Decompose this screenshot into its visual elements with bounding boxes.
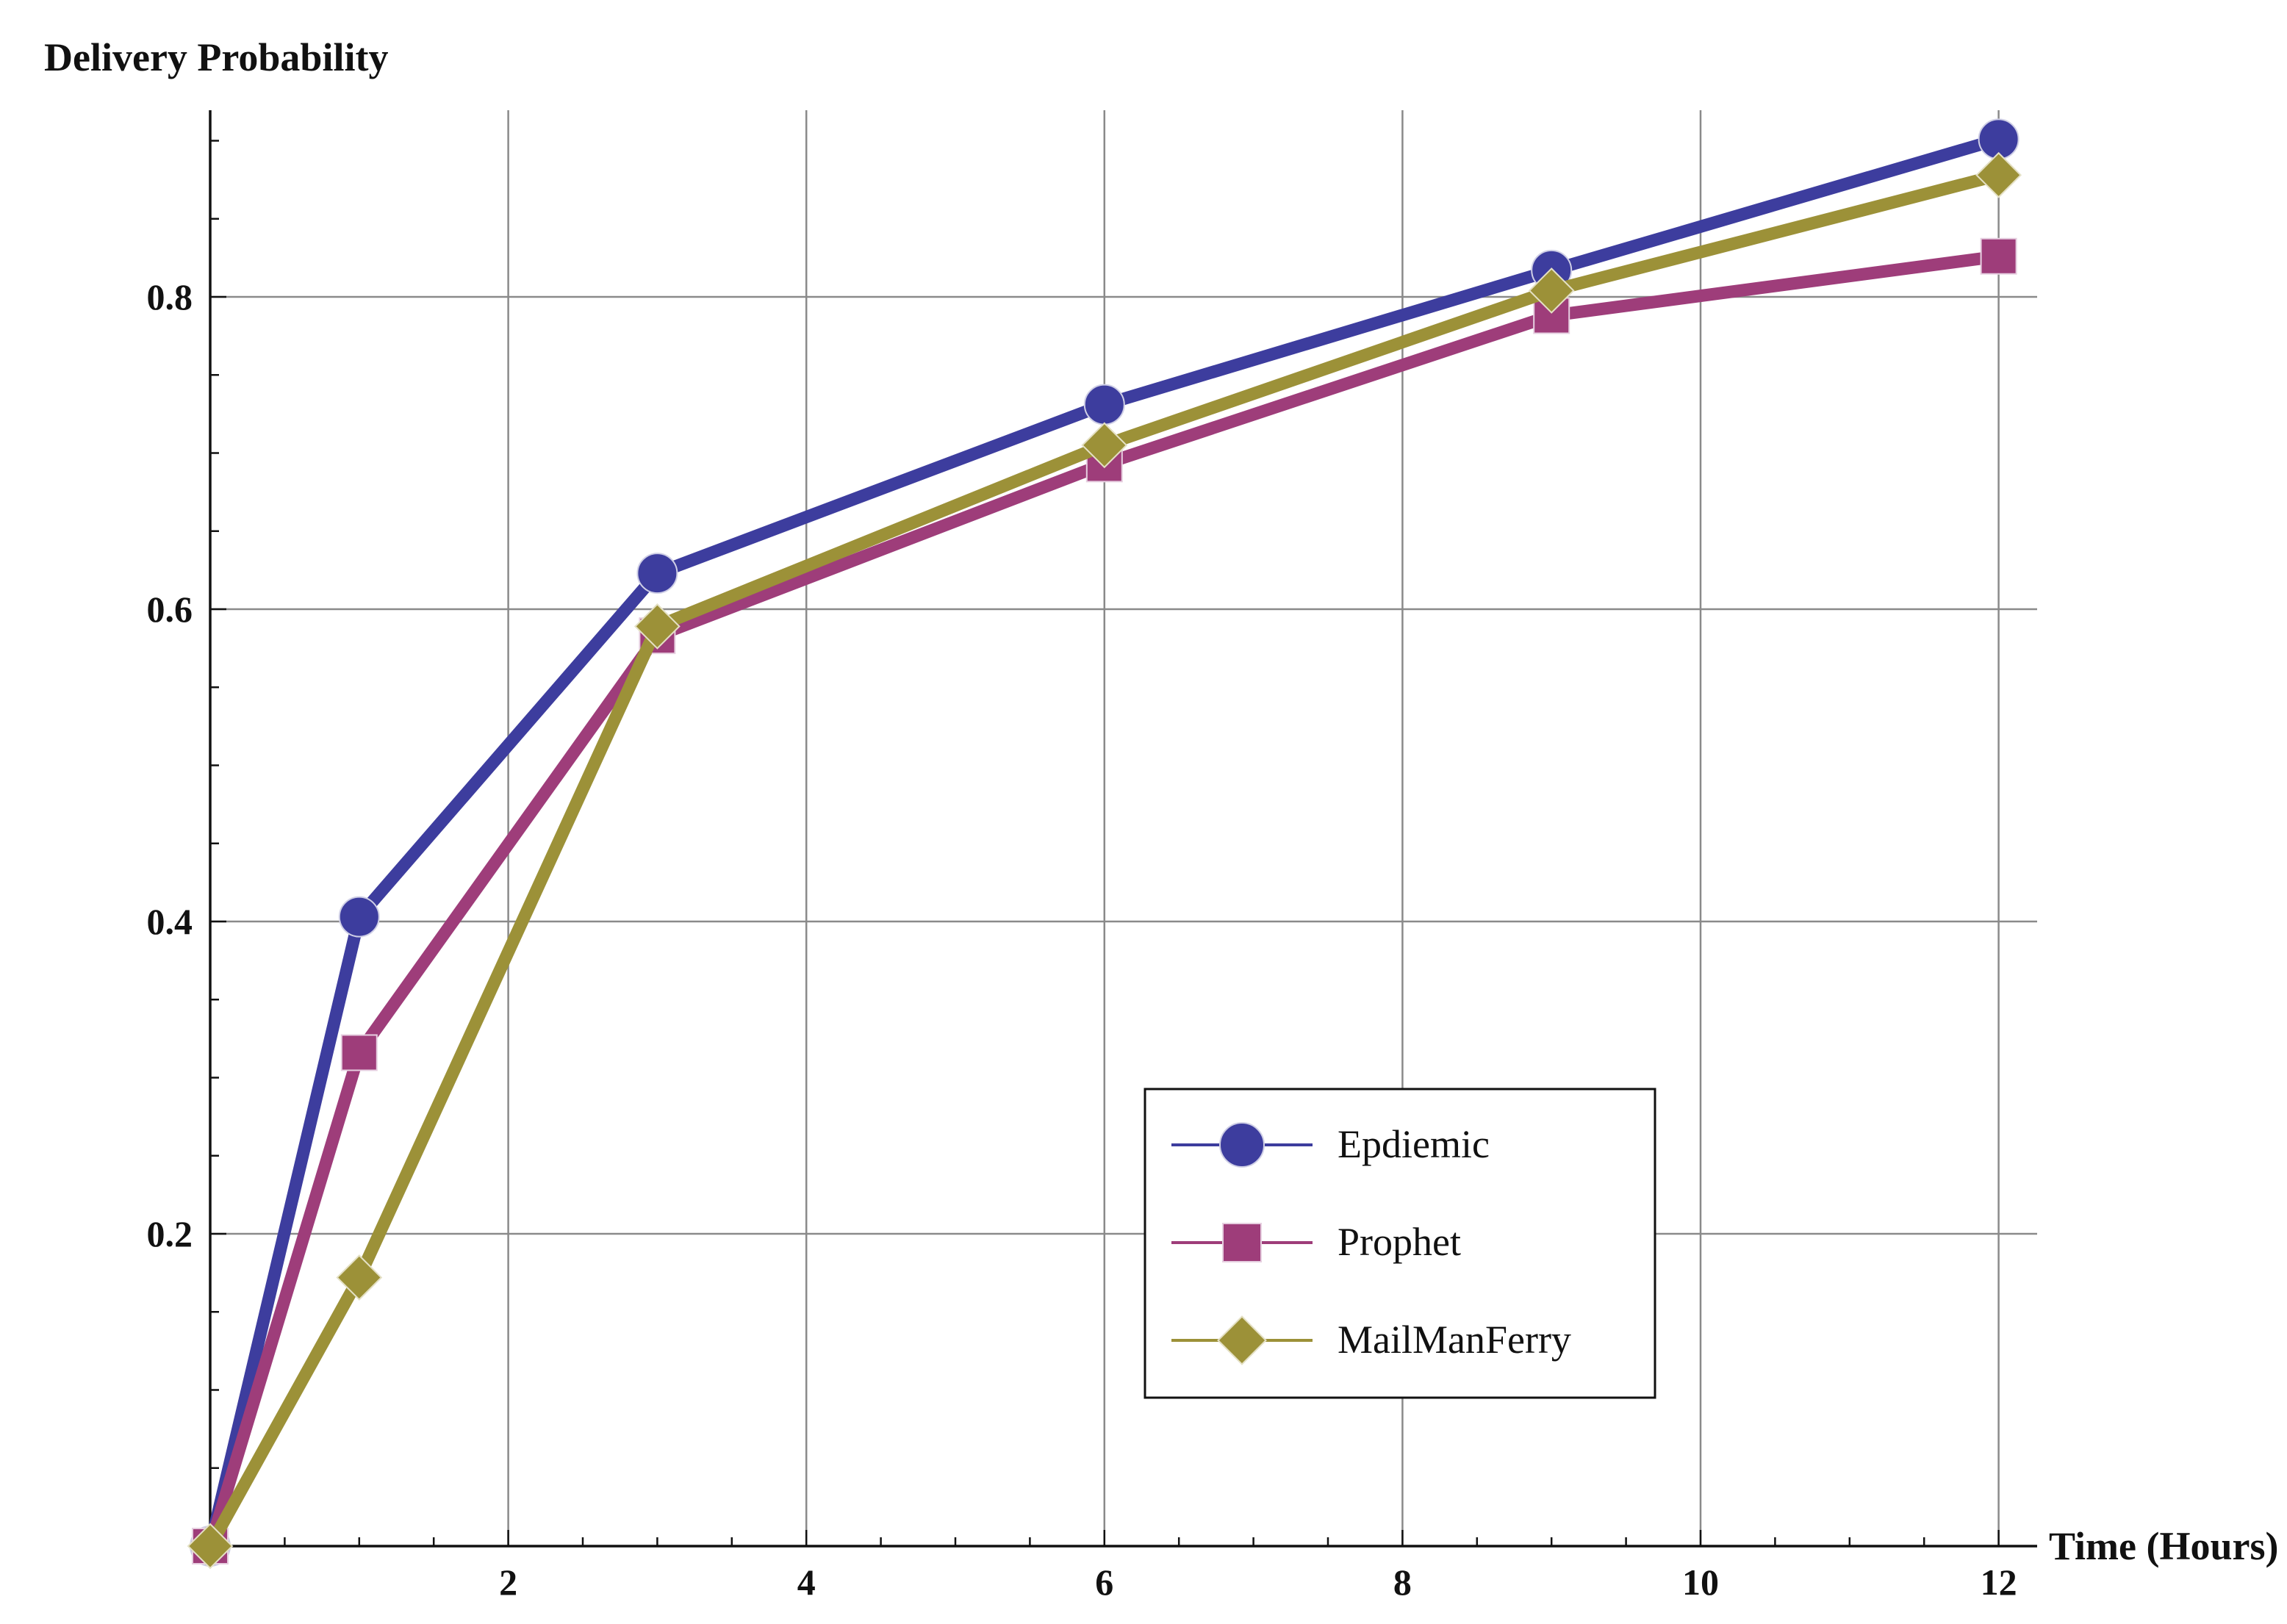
legend-item-epdiemic: Epdiemic [1171, 1122, 1490, 1168]
x-tick-label: 2 [499, 1562, 517, 1603]
tick-labels: 2 4 6 8 10 12 0.2 0.4 0.6 0.8 [147, 276, 2017, 1603]
legend-label-mailmanferry: MailManFerry [1338, 1318, 1571, 1362]
series-line-epdiemic [204, 132, 2006, 1553]
legend-label-prophet: Prophet [1338, 1220, 1461, 1264]
data-point-epdiemic [1083, 384, 1125, 425]
data-point-mailmanferry [1528, 267, 1575, 314]
data-point-mailmanferry [1081, 422, 1128, 469]
legend-item-mailmanferry: MailManFerry [1171, 1315, 1571, 1365]
x-tick-label: 4 [797, 1562, 816, 1603]
x-tick-label: 8 [1393, 1562, 1412, 1603]
y-tick-label: 0.8 [147, 276, 193, 317]
data-point-prophet [1980, 237, 2017, 275]
legend: Epdiemic Prophet MailManFerry [1144, 1088, 1656, 1399]
data-point-mailmanferry [336, 1254, 383, 1301]
x-tick-label: 6 [1095, 1562, 1113, 1603]
data-point-epdiemic [338, 896, 380, 938]
legend-item-prophet: Prophet [1171, 1220, 1461, 1264]
y-tick-label: 0.2 [147, 1213, 193, 1254]
x-tick-label: 10 [1682, 1562, 1719, 1603]
series-line-prophet [204, 250, 2006, 1553]
series-layer [187, 118, 2022, 1570]
legend-marker-epdiemic [1219, 1122, 1265, 1168]
x-axis-title: Time (Hours) [2049, 1524, 2278, 1568]
data-point-mailmanferry [633, 603, 681, 650]
y-axis-title: Delivery Probability [44, 35, 388, 79]
series-mailmanferry [187, 151, 2022, 1570]
legend-label-epdiemic: Epdiemic [1338, 1122, 1490, 1166]
tick-marks [210, 140, 2000, 1546]
data-point-mailmanferry [187, 1523, 234, 1570]
series-line-mailmanferry [204, 168, 2006, 1553]
axes [209, 110, 2037, 1548]
data-point-epdiemic [636, 553, 678, 594]
data-point-prophet [340, 1034, 378, 1071]
y-tick-label: 0.4 [147, 901, 193, 942]
x-tick-label: 12 [1981, 1562, 2017, 1603]
legend-marker-prophet [1222, 1223, 1262, 1262]
y-tick-label: 0.6 [147, 589, 193, 630]
legend-marker-mailmanferry [1217, 1315, 1267, 1365]
data-point-mailmanferry [1975, 151, 2022, 198]
